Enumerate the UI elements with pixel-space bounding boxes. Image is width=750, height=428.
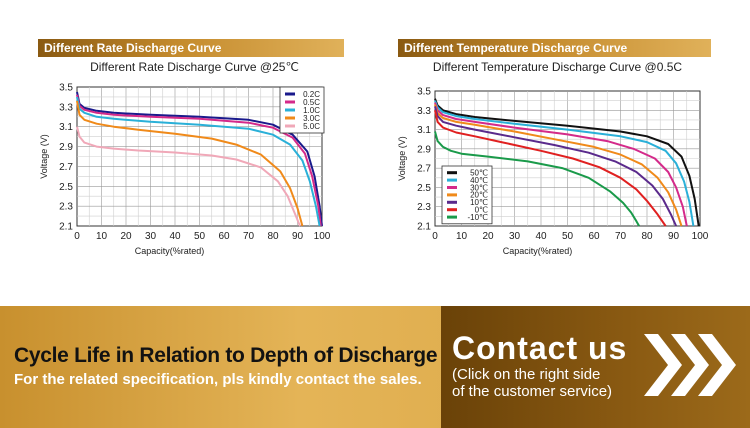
x-tick-label: 100 [692,231,709,242]
x-tick-label: 0 [74,231,80,242]
contact-us-title[interactable]: Contact us [452,330,628,366]
x-tick-label: 30 [145,231,157,242]
y-axis-label: Voltage (V) [39,134,49,179]
series-line-10 [434,106,678,227]
y-tick-label: 2.1 [59,222,73,233]
rate-discharge-chart: Different Rate Discharge Curve @25℃ 0 10 20… [39,60,331,256]
y-tick-label: 3.1 [59,122,73,133]
right-panel-header: Different Temperature Discharge Curve [398,39,711,57]
series-line-40 [434,100,695,227]
legend-label: 0.5C [303,98,320,107]
legend-label: 30℃ [470,183,488,192]
legend-label: 10℃ [470,198,488,207]
x-axis-label: Capacity(%rated) [135,246,205,256]
cycle-life-title: Cycle Life in Relation to Depth of Disch… [14,344,438,367]
x-tick-label: 60 [218,231,230,242]
x-tick-label: 50 [194,231,206,242]
legend-label: 20℃ [470,191,488,200]
x-tick-label: 40 [535,231,547,242]
x-tick-label: 20 [120,231,132,242]
contact-note-line2: of the customer service) [452,383,613,400]
legend-label: 5.0C [303,122,320,131]
y-tick-label: 3.3 [417,106,431,117]
left-panel-header: Different Rate Discharge Curve [38,39,344,57]
x-tick-label: 10 [96,231,108,242]
x-tick-label: 40 [169,231,181,242]
y-tick-label: 2.3 [417,202,431,213]
legend-label: 3.0C [303,114,320,123]
x-tick-label: 80 [641,231,653,242]
y-tick-label: 2.9 [59,142,73,153]
legend-label: 0.2C [303,90,320,99]
series-line-1.0C [76,96,321,227]
y-tick-label: 2.3 [59,202,73,213]
series-line-5.0C [76,126,301,227]
y-axis-label: Voltage (V) [397,136,407,181]
x-tick-label: 90 [292,231,304,242]
x-tick-label: 100 [314,231,331,242]
series-line-30 [434,102,688,227]
series-line-20 [434,104,683,227]
legend-label: 40℃ [470,176,488,185]
chevron-right-icon[interactable] [644,330,736,400]
y-tick-label: 2.1 [417,222,431,233]
legend-label: 0℃ [475,206,488,215]
y-tick-label: 2.5 [417,183,431,194]
x-tick-label: 0 [432,231,438,242]
x-tick-label: 30 [509,231,521,242]
chart-title: Different Temperature Discharge Curve @0… [433,60,683,74]
x-tick-label: 70 [615,231,627,242]
y-tick-label: 2.9 [417,144,431,155]
x-tick-label: 50 [562,231,574,242]
legend-label: 1.0C [303,106,320,115]
x-tick-label: 70 [243,231,255,242]
y-tick-label: 3.1 [417,125,431,136]
contact-note-line1: (Click on the right side [452,366,601,383]
legend-label: -10℃ [467,213,488,222]
x-tick-label: 10 [456,231,468,242]
y-tick-label: 2.7 [417,164,431,175]
x-tick-label: 20 [482,231,494,242]
y-tick-label: 3.5 [59,83,73,94]
y-tick-label: 2.7 [59,162,73,173]
chart-title: Different Rate Discharge Curve @25℃ [90,60,299,74]
x-tick-label: 90 [668,231,680,242]
series-line-3.0C [76,100,304,227]
x-axis-label: Capacity(%rated) [503,246,573,256]
series-line-0.5C [76,94,322,227]
series-line-50 [434,98,700,227]
y-tick-label: 3.5 [417,87,431,98]
cycle-life-subtitle: For the related specification, pls kindl… [14,371,422,388]
temperature-discharge-chart: Different Temperature Discharge Curve @0… [397,60,709,256]
x-tick-label: 60 [588,231,600,242]
y-tick-label: 2.5 [59,182,73,193]
series-line-0 [434,110,667,227]
legend-label: 50℃ [470,169,488,178]
y-tick-label: 3.3 [59,102,73,113]
series-line-0.2C [76,91,323,227]
series-line-10 [434,131,640,227]
x-tick-label: 80 [267,231,279,242]
